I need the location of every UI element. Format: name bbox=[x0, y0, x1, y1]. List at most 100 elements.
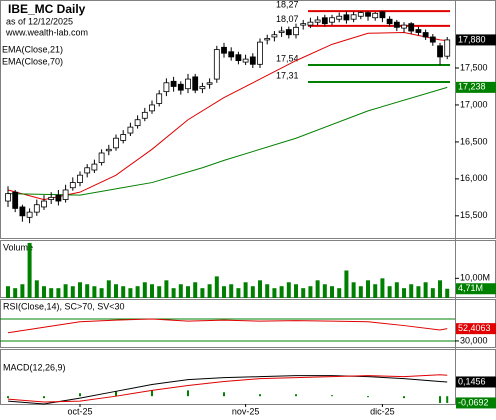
volume-bar bbox=[416, 286, 421, 298]
candle-body bbox=[249, 56, 256, 65]
candle-body bbox=[19, 206, 26, 217]
candle-body bbox=[372, 12, 379, 19]
volume-bar bbox=[438, 280, 443, 298]
last-value-label: 17,238 bbox=[458, 82, 486, 92]
histogram-bar bbox=[6, 396, 9, 399]
volume-bar bbox=[171, 288, 176, 298]
histogram-bar bbox=[42, 396, 45, 399]
last-value-box bbox=[456, 376, 496, 388]
volume-bar bbox=[186, 286, 191, 298]
candle-body bbox=[444, 39, 451, 57]
volume-bar bbox=[315, 280, 320, 298]
volume-bar bbox=[380, 278, 385, 298]
last-value-label: 52,4063 bbox=[458, 323, 491, 333]
volume-bar bbox=[402, 288, 407, 298]
volume-bar bbox=[121, 286, 126, 298]
candle-body bbox=[149, 104, 155, 112]
candle-body bbox=[69, 182, 76, 189]
last-value-box bbox=[456, 397, 496, 409]
candle-body bbox=[170, 80, 177, 87]
volume-bar bbox=[27, 242, 32, 298]
candle-body bbox=[307, 21, 314, 26]
volume-bar bbox=[373, 284, 378, 298]
candle-body bbox=[26, 211, 33, 218]
candle-body bbox=[33, 204, 40, 213]
volume-bar bbox=[135, 286, 140, 298]
candle-body bbox=[343, 14, 350, 21]
level-label: 18,27 bbox=[276, 0, 299, 9]
volume-bar bbox=[207, 284, 212, 298]
source: www.wealth-lab.com bbox=[5, 27, 88, 37]
last-value-box bbox=[456, 283, 496, 295]
candle-body bbox=[429, 36, 436, 43]
candle-body bbox=[199, 86, 206, 90]
level-label: 17,31 bbox=[276, 70, 299, 80]
volume-bar bbox=[114, 284, 119, 298]
volume-bar bbox=[142, 282, 147, 298]
candle-body bbox=[113, 137, 119, 149]
volume-bar bbox=[358, 286, 363, 298]
volume-bar bbox=[164, 280, 169, 298]
candle-body bbox=[321, 17, 328, 25]
volume-bar bbox=[92, 286, 97, 298]
line bbox=[7, 375, 448, 405]
histogram-bar bbox=[367, 396, 370, 398]
candle-body bbox=[401, 24, 407, 29]
candle-body bbox=[177, 83, 184, 91]
histogram-bar bbox=[115, 391, 118, 397]
volume-bar bbox=[236, 288, 241, 298]
level-label: 17,54 bbox=[276, 53, 299, 63]
chart-title: IBE_MC Daily bbox=[8, 2, 86, 16]
histogram-bar bbox=[295, 394, 298, 397]
volume-bar bbox=[430, 288, 435, 298]
volume-bar bbox=[128, 288, 133, 298]
line bbox=[7, 318, 448, 334]
last-value-label: 4,71M bbox=[458, 283, 483, 293]
volume-bar bbox=[85, 284, 90, 298]
volume-bar bbox=[445, 288, 450, 298]
y-tick-label: 17,000 bbox=[460, 99, 488, 109]
volume-bar bbox=[214, 276, 219, 298]
x-tick-label: oct-25 bbox=[67, 406, 92, 416]
volume-bar bbox=[13, 288, 18, 298]
x-tick-label: dic-25 bbox=[370, 406, 395, 416]
volume-bar bbox=[222, 286, 227, 298]
candle-body bbox=[163, 82, 170, 93]
volume-bar bbox=[258, 280, 263, 298]
candle-body bbox=[386, 18, 393, 25]
volume-bar bbox=[322, 284, 327, 298]
volume-title: Volume bbox=[3, 242, 33, 252]
candle-body bbox=[192, 76, 199, 91]
candle-body bbox=[278, 30, 285, 33]
volume-bar bbox=[308, 286, 313, 298]
candle-body bbox=[213, 49, 220, 80]
rsi-title: RSI(Close,14), SC>70, SV<30 bbox=[3, 301, 125, 311]
histogram-bar bbox=[439, 396, 442, 404]
subtitle: as of 12/12/2025 bbox=[6, 16, 73, 26]
volume-bar bbox=[394, 282, 399, 298]
candle-body bbox=[422, 32, 429, 38]
candle-body bbox=[5, 193, 11, 202]
volume-bar bbox=[423, 282, 428, 298]
volume-bar bbox=[20, 284, 25, 298]
volume-bar bbox=[56, 288, 61, 298]
volume-bar bbox=[34, 280, 39, 298]
legend-entry: EMA(Close,21) bbox=[2, 44, 63, 54]
candle-body bbox=[120, 134, 127, 141]
candle-body bbox=[379, 11, 386, 19]
last-value-box bbox=[456, 81, 496, 93]
candle-body bbox=[329, 17, 335, 23]
volume-bar bbox=[272, 288, 277, 298]
level-label: 18,07 bbox=[276, 14, 299, 24]
y-tick-label: 15,500 bbox=[460, 210, 488, 220]
volume-bar bbox=[77, 282, 82, 298]
volume-bar bbox=[150, 284, 155, 298]
legend-entry: EMA(Close,70) bbox=[2, 56, 63, 66]
volume-bar bbox=[409, 284, 414, 298]
volume-bar bbox=[178, 284, 183, 298]
volume-bar bbox=[41, 286, 46, 298]
candle-body bbox=[48, 196, 55, 200]
last-value-box bbox=[456, 323, 496, 335]
candle-body bbox=[437, 45, 443, 58]
